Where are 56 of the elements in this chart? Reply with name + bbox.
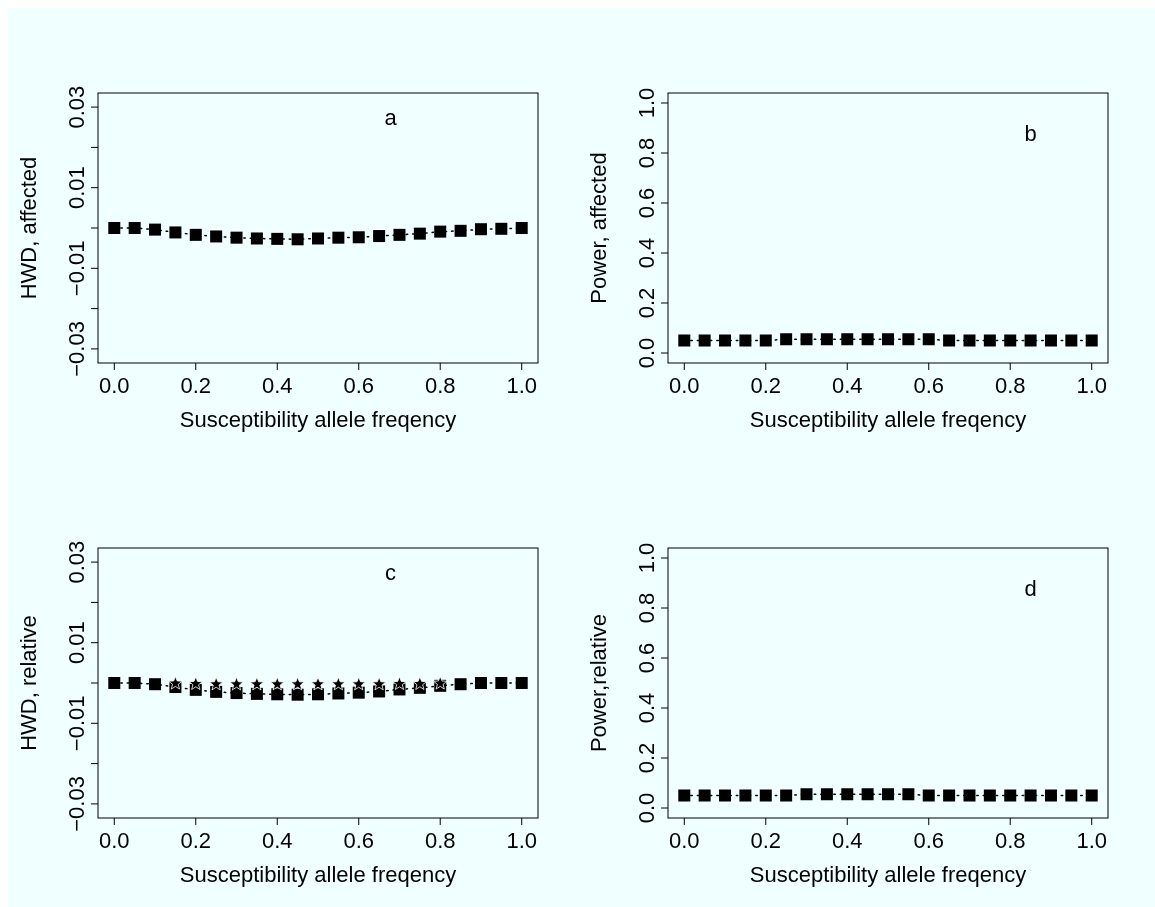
y-tick-label: −0.01: [64, 240, 89, 297]
y-tick-label: −0.01: [64, 695, 89, 752]
y-tick-label: 1.0: [634, 87, 659, 119]
y-tick-label: −0.03: [64, 776, 89, 832]
annotation: d: [1024, 576, 1037, 601]
y-tick-label: 0.2: [634, 742, 659, 774]
y-tick-label: 0.0: [634, 792, 659, 824]
x-tick-label: 0.6: [343, 373, 375, 398]
x-tick-label: 1.0: [1076, 373, 1107, 398]
y-tick-label: 0.03: [64, 540, 89, 584]
y-axis-title: HWD, relative: [16, 615, 41, 751]
x-axis-title: Susceptibility allele freqency: [179, 862, 457, 887]
x-tick-label: 0.6: [343, 828, 375, 853]
y-tick-label: −0.03: [64, 321, 89, 377]
x-tick-label: 0.0: [669, 828, 700, 853]
y-tick-label: 0.2: [634, 287, 659, 319]
x-tick-label: 0.6: [913, 373, 945, 398]
x-tick-label: 1.0: [506, 373, 537, 398]
x-axis-title: Susceptibility allele freqency: [749, 862, 1027, 887]
y-tick-label: 0.01: [64, 166, 89, 210]
y-tick-label: 0.03: [64, 85, 89, 129]
y-tick-label: 0.6: [634, 642, 659, 674]
y-tick-label: 0.8: [634, 137, 659, 169]
x-tick-label: 0.4: [831, 828, 863, 853]
x-tick-label: 0.0: [99, 373, 130, 398]
y-axis-title: Power,relative: [586, 613, 611, 753]
y-axis-title: Power, affected: [586, 152, 611, 304]
x-tick-label: 0.6: [913, 828, 945, 853]
x-tick-label: 0.8: [994, 373, 1026, 398]
x-tick-label: 0.4: [261, 373, 293, 398]
x-tick-label: 0.2: [180, 828, 212, 853]
x-tick-label: 0.8: [424, 828, 456, 853]
annotation: b: [1024, 121, 1037, 146]
y-tick-label: 0.4: [634, 237, 659, 269]
y-tick-label: 0.0: [634, 337, 659, 369]
annotation: c: [385, 560, 397, 585]
x-tick-label: 1.0: [1076, 828, 1107, 853]
y-tick-label: 1.0: [634, 542, 659, 574]
x-tick-label: 0.0: [99, 828, 130, 853]
y-tick-label: 0.6: [634, 187, 659, 219]
y-tick-label: 0.01: [64, 621, 89, 665]
y-axis-title: HWD, affected: [16, 156, 41, 300]
annotation: a: [384, 105, 398, 130]
y-tick-label: 0.8: [634, 592, 659, 624]
x-tick-label: 0.0: [669, 373, 700, 398]
x-axis-title: Susceptibility allele freqency: [749, 407, 1027, 432]
x-axis-title: Susceptibility allele freqency: [179, 407, 457, 432]
x-tick-label: 0.2: [750, 373, 782, 398]
x-tick-label: 0.4: [831, 373, 863, 398]
x-tick-label: 0.4: [261, 828, 293, 853]
x-tick-label: 0.2: [180, 373, 212, 398]
y-tick-label: 0.4: [634, 692, 659, 724]
x-tick-label: 0.8: [994, 828, 1026, 853]
x-tick-label: 0.2: [750, 828, 782, 853]
x-tick-label: 1.0: [506, 828, 537, 853]
x-tick-label: 0.8: [424, 373, 456, 398]
